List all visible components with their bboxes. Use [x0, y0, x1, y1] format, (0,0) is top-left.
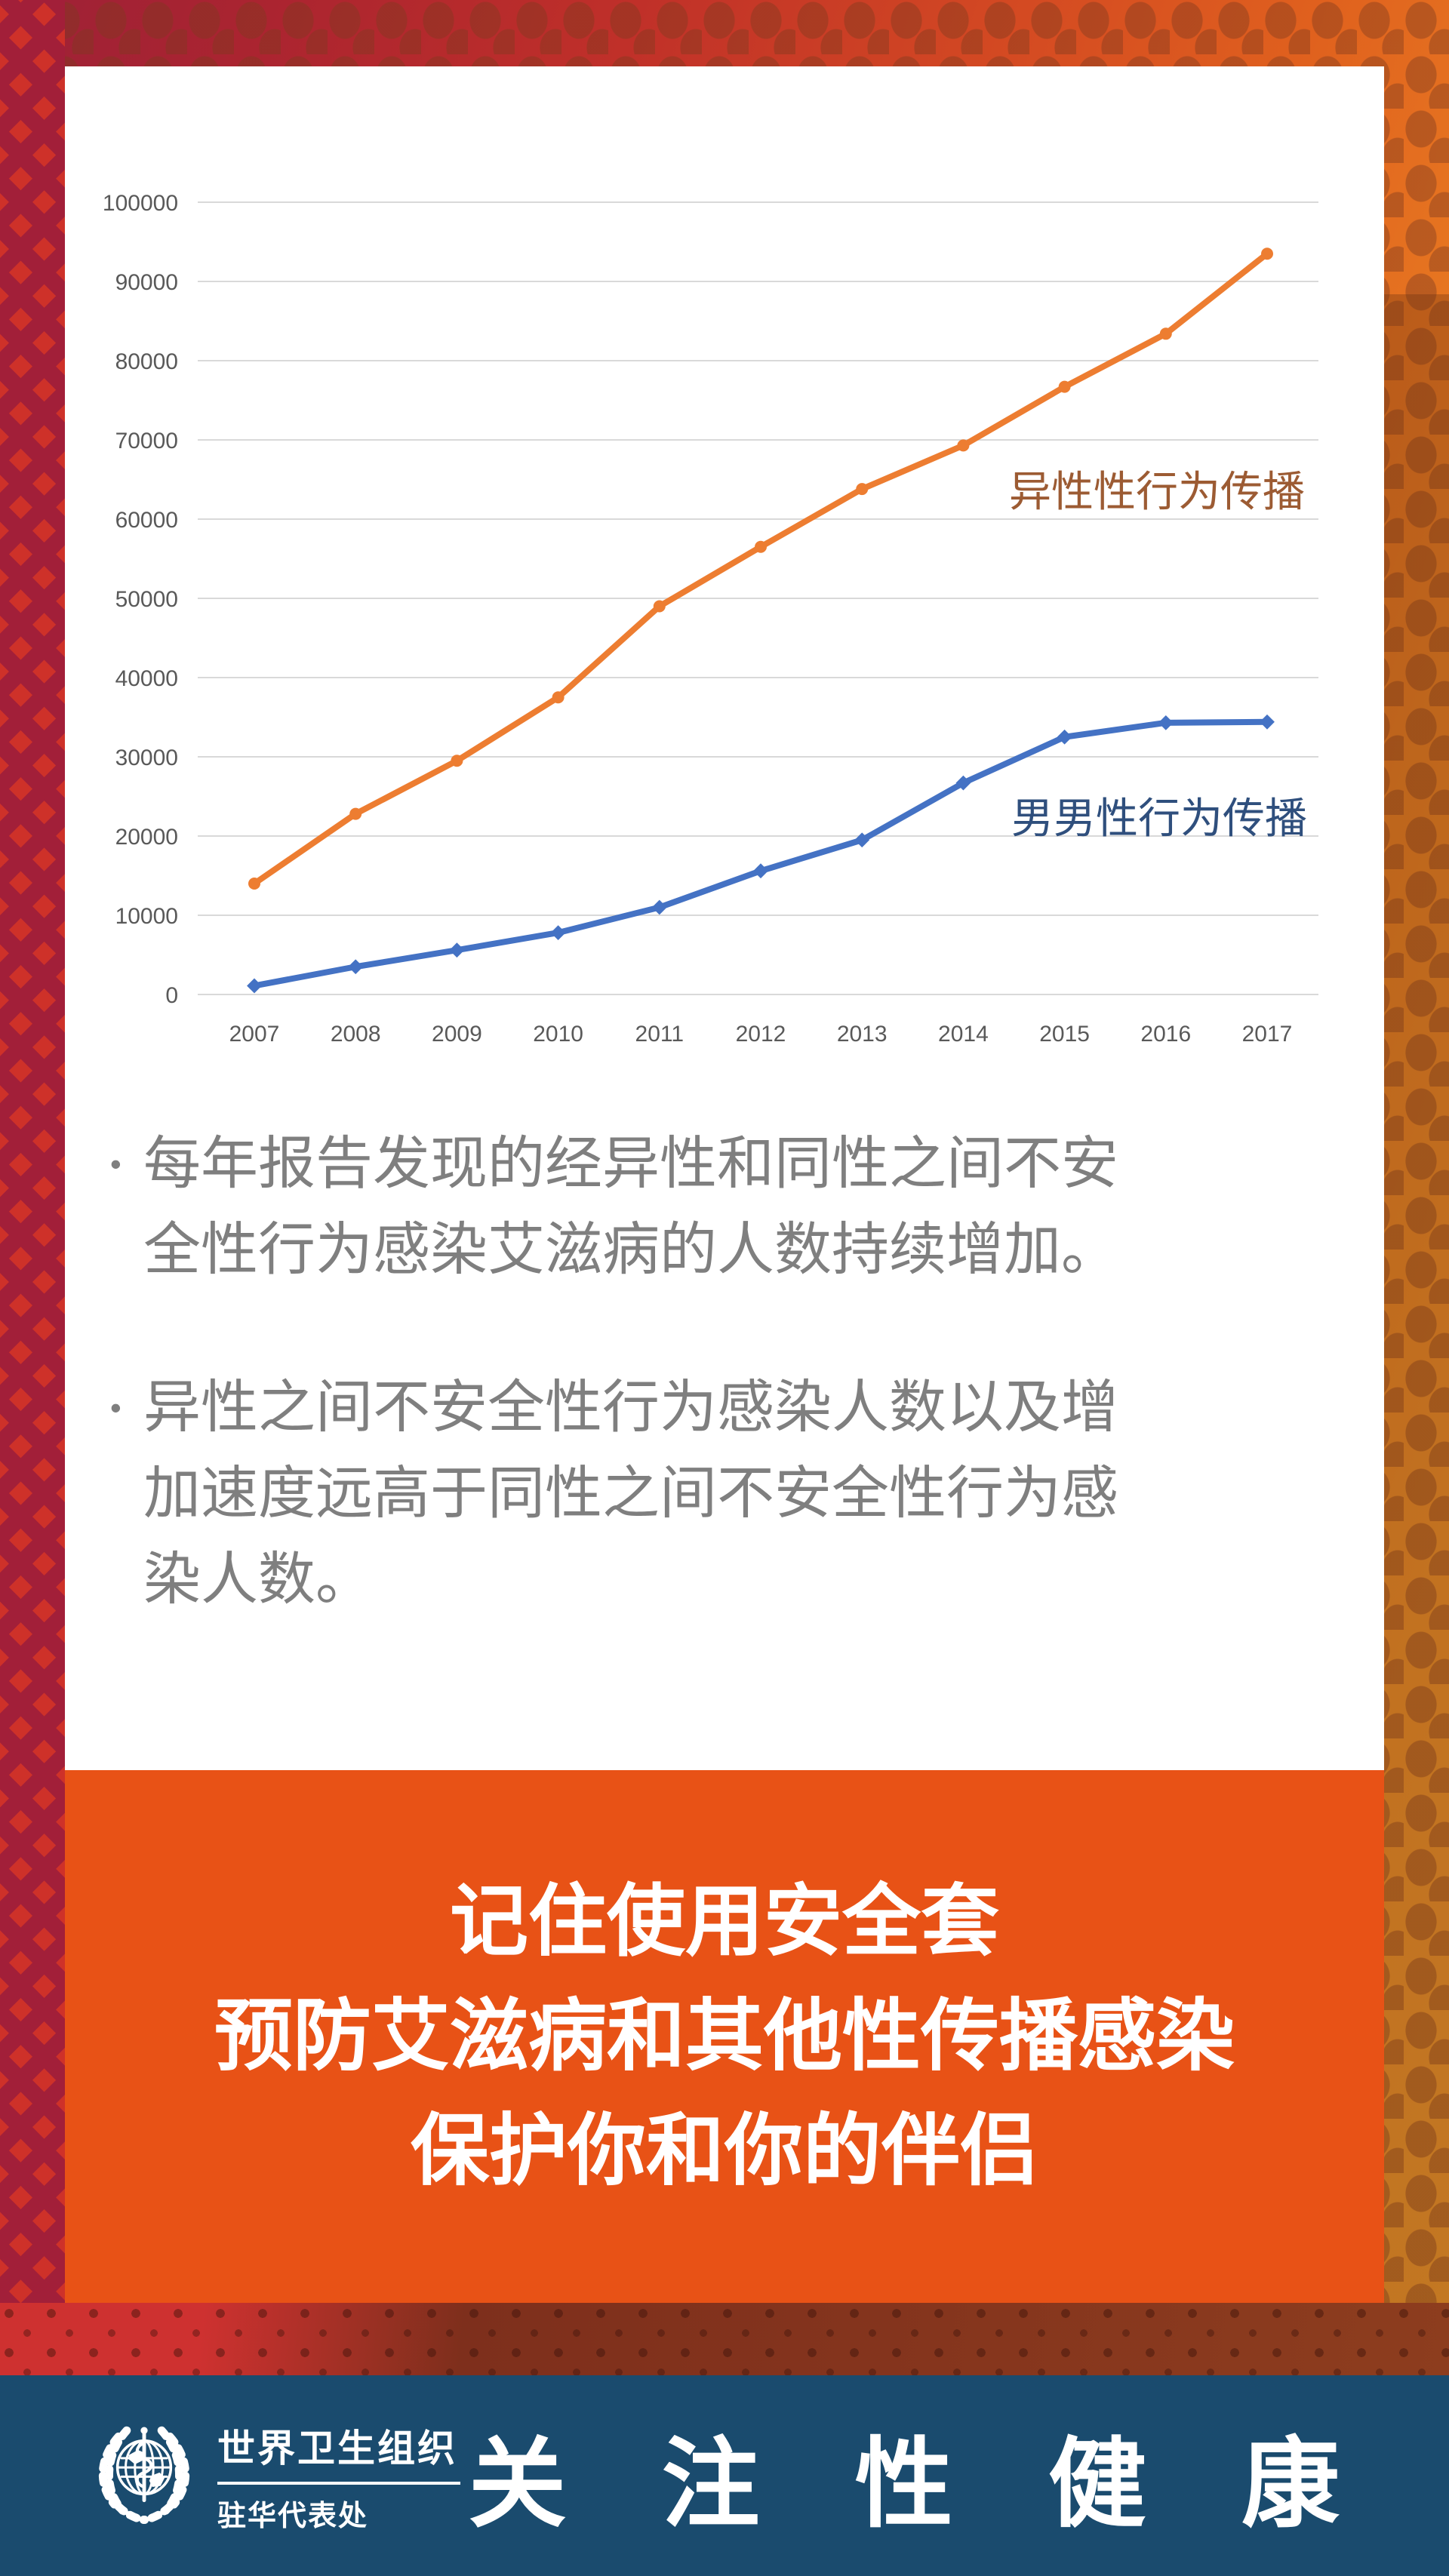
list-item: • 异性之间不安全性行为感染人数以及增加速度远高于同性之间不安全性行为感染人数。 — [110, 1365, 1257, 1623]
svg-text:50000: 50000 — [115, 587, 178, 612]
svg-text:70000: 70000 — [115, 429, 178, 453]
banner-line: 预防艾滋病和其他性传播感染 — [214, 1993, 1235, 2080]
footer-bar: 世界卫生组织 驻华代表处 关 注 性 健 康 — [0, 2375, 1449, 2576]
svg-text:2008: 2008 — [331, 1022, 381, 1047]
campaign-slogan: 关 注 性 健 康 — [468, 2429, 1374, 2539]
chart-area: 0 10000 20000 30000 40000 50000 60000 70000 8000… — [65, 66, 1384, 1070]
svg-text:40000: 40000 — [115, 666, 178, 691]
svg-text:20000: 20000 — [115, 825, 178, 850]
svg-text:2012: 2012 — [736, 1022, 786, 1047]
svg-text:90000: 90000 — [115, 270, 178, 295]
svg-text:2007: 2007 — [229, 1022, 280, 1047]
org-sub: 驻华代表处 — [217, 2500, 369, 2532]
svg-text:2011: 2011 — [635, 1022, 685, 1047]
hiv-transmission-line-chart: 0 10000 20000 30000 40000 50000 60000 70000 8000… — [103, 191, 1318, 1047]
legend-heterosexual-transmission: 异性性行为传播 — [1009, 468, 1305, 515]
svg-text:2017: 2017 — [1242, 1022, 1293, 1047]
background-right-dark-strip — [1384, 294, 1449, 2375]
bullet-marker: • — [110, 1390, 122, 1425]
banner-line: 保护你和你的伴侣 — [410, 2107, 1038, 2195]
svg-text:0: 0 — [165, 983, 178, 1008]
bullet-list: • 每年报告发现的经异性和同性之间不安全性行为感染艾滋病的人数持续增加。 • 异… — [110, 1121, 1257, 1623]
svg-text:2010: 2010 — [533, 1022, 583, 1047]
org-name: 世界卫生组织 — [217, 2427, 457, 2470]
svg-text:2014: 2014 — [938, 1022, 989, 1047]
who-emblem-icon — [98, 2426, 190, 2524]
org-divider — [217, 2481, 460, 2485]
svg-text:2015: 2015 — [1039, 1022, 1090, 1047]
background-strip-above-footer — [0, 2303, 1449, 2375]
svg-text:30000: 30000 — [115, 745, 178, 770]
svg-text:100000: 100000 — [103, 191, 178, 216]
svg-text:10000: 10000 — [115, 904, 178, 929]
svg-text:2013: 2013 — [837, 1022, 888, 1047]
bullet-marker: • — [110, 1146, 122, 1182]
bullet-text: 每年报告发现的经异性和同性之间不安全性行为感染艾滋病的人数持续增加。 — [143, 1132, 1118, 1282]
who-branding: 世界卫生组织 驻华代表处 — [217, 2418, 460, 2534]
bullet-text: 异性之间不安全性行为感染人数以及增加速度远高于同性之间不安全性行为感染人数。 — [143, 1376, 1118, 1612]
svg-text:2016: 2016 — [1140, 1022, 1191, 1047]
background-left-diamond-strip — [0, 0, 65, 2375]
legend-msm-transmission: 男男性行为传播 — [1011, 795, 1307, 842]
svg-text:80000: 80000 — [115, 349, 178, 374]
banner-line: 记住使用安全套 — [449, 1878, 999, 1966]
svg-text:2009: 2009 — [432, 1022, 482, 1047]
message-banner: 记住使用安全套 预防艾滋病和其他性传播感染 保护你和你的伴侣 — [65, 1770, 1384, 2303]
list-item: • 每年报告发现的经异性和同性之间不安全性行为感染艾滋病的人数持续增加。 — [110, 1121, 1257, 1293]
content-card: 0 10000 20000 30000 40000 50000 60000 70000 8000… — [65, 66, 1384, 1770]
svg-text:60000: 60000 — [115, 508, 178, 533]
